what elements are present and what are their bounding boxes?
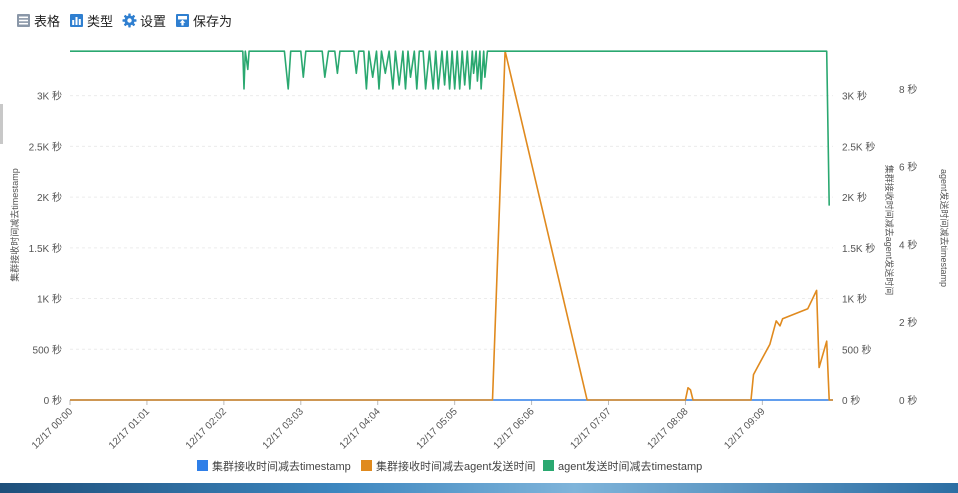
left-y-tick-label: 1.5K 秒 [29,242,62,255]
line-chart: 0 秒 500 秒 1K 秒 1.5K 秒 2K 秒 2.5K 秒 3K 秒 0 秒 500 秒… [9,50,950,473]
x-tick-label: 12/17 02:02 [184,406,229,451]
right-y-tick-label: 0 秒 [842,394,860,407]
left-y-tick-label: 3K 秒 [37,90,62,103]
left-y-tick-label: 0 秒 [44,394,62,407]
far-right-y-tick-label: 0 秒 [899,394,917,407]
x-tick-label: 12/17 03:03 [261,406,306,451]
save-as-button[interactable]: 保存为 [175,11,232,30]
settings-button-label: 设置 [140,13,167,29]
right-y-tick-label: 2K 秒 [842,191,867,204]
legend-entry-label: 集群接收时间减去timestamp [212,459,351,473]
left-y-tick-label: 2K 秒 [37,191,62,204]
x-tick-label: 12/17 05:05 [415,406,460,451]
bar-chart-icon [69,13,84,28]
left-y-tick-label: 500 秒 [33,343,62,356]
left-y-axis-title: 集群接收时间减去timestamp [9,168,20,282]
table-button[interactable]: 表格 [16,11,60,30]
left-y-tick-label: 1K 秒 [37,293,62,306]
series-line-1 [70,50,833,401]
far-right-y-tick-label: 4 秒 [899,238,917,251]
right-y-tick-label: 2.5K 秒 [842,140,875,153]
legend-entry-label: 集群接收时间减去agent发送时间 [376,459,536,473]
bottom-band [0,483,958,493]
x-tick-label: 12/17 08:08 [645,406,690,451]
x-tick-label: 12/17 04:04 [338,406,383,451]
panel-edge-handle [0,104,3,144]
table-icon [16,13,31,28]
far-right-y-tick-label: 6 秒 [899,161,917,174]
right-y-tick-label: 3K 秒 [842,90,867,103]
save-icon [175,13,190,28]
table-button-label: 表格 [34,13,61,29]
legend-swatch [197,460,208,471]
series-line-2 [70,50,830,206]
right-y-tick-label: 1K 秒 [842,293,867,306]
x-tick-label: 12/17 00:00 [30,406,75,451]
x-tick-label: 12/17 06:06 [492,406,537,451]
right-y-tick-label: 500 秒 [842,343,871,356]
chart-type-button[interactable]: 类型 [69,11,113,30]
chart-toolbar: 表格 类型 设置 保存为 [16,9,241,31]
x-tick-label: 12/17 07:07 [569,406,614,451]
far-right-y-tick-label: 2 秒 [899,316,917,329]
settings-button[interactable]: 设置 [122,11,166,30]
gear-icon [122,13,137,28]
right-y-tick-label: 1.5K 秒 [842,242,875,255]
legend-swatch [543,460,554,471]
save-as-button-label: 保存为 [193,13,233,29]
chart-type-button-label: 类型 [87,13,114,29]
far-right-y-axis-title: agent发送时间减去timestamp [939,169,950,287]
far-right-y-tick-label: 8 秒 [899,83,917,96]
x-tick-label: 12/17 01:01 [107,406,152,451]
left-y-tick-label: 2.5K 秒 [29,140,62,153]
legend-swatch [361,460,372,471]
right-y-axis-title: 集群接收时间减去agent发送时间 [884,165,895,296]
x-tick-label: 12/17 09:09 [722,406,767,451]
legend-entry-label: agent发送时间减去timestamp [558,459,702,473]
